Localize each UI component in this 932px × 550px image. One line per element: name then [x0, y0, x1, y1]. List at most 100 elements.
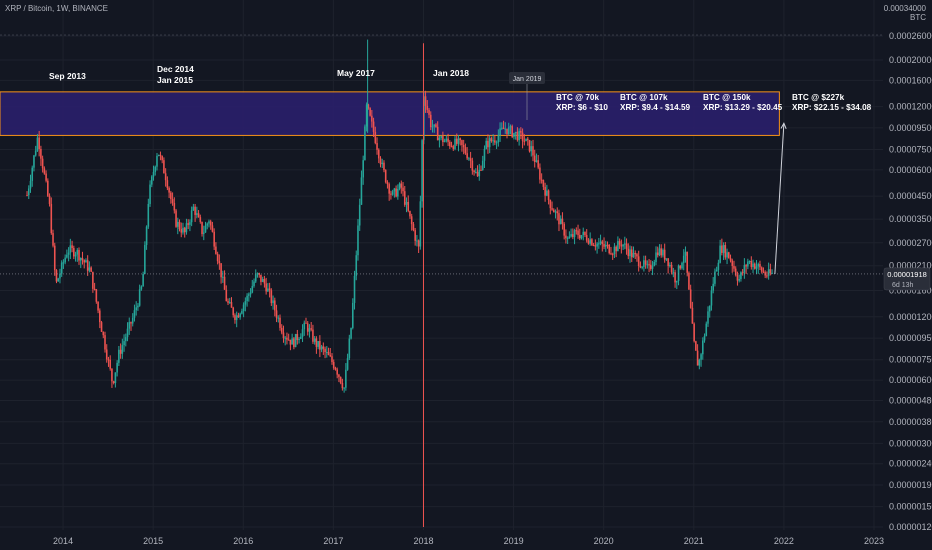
projection-arrow — [774, 122, 787, 275]
candle-body — [176, 221, 179, 227]
candle-body — [681, 262, 683, 269]
candle-body — [31, 167, 34, 181]
candle-body — [274, 300, 276, 311]
candle-body — [235, 315, 238, 321]
candle-body — [64, 257, 66, 263]
candle-body — [208, 221, 210, 224]
candle-body — [275, 310, 278, 318]
candle-body — [135, 307, 137, 311]
candle-body — [613, 246, 616, 255]
candle-body — [516, 131, 519, 141]
candle-body — [365, 104, 368, 127]
candle-body — [426, 105, 429, 110]
candle-body — [676, 281, 678, 283]
candle-body — [766, 275, 768, 277]
candle-body — [400, 183, 403, 188]
candle-body — [384, 170, 387, 183]
candle-body — [320, 346, 323, 350]
candle-body — [416, 240, 418, 242]
candle-body — [552, 209, 555, 213]
projection-arrowhead — [780, 122, 787, 129]
candle-body — [677, 265, 680, 282]
candle-body — [695, 341, 697, 351]
price-series — [26, 39, 773, 527]
candle-body — [180, 229, 183, 233]
candle-body — [48, 195, 51, 204]
candle-body — [97, 301, 99, 311]
candle-body — [438, 137, 441, 141]
candle-body — [598, 243, 600, 245]
candle-body — [351, 302, 354, 328]
candle-body — [355, 255, 358, 276]
candle-body — [343, 387, 345, 389]
candle-body — [272, 300, 274, 304]
candle-body — [492, 140, 494, 142]
candle-body — [109, 359, 112, 369]
candle-body — [332, 362, 335, 368]
candle-body — [480, 169, 482, 171]
candle-body — [237, 315, 240, 318]
candle-body — [118, 349, 120, 363]
candle-body — [173, 202, 176, 211]
candle-body — [660, 248, 663, 256]
target-btc-label: BTC @ 107k — [620, 93, 668, 102]
candle-body — [734, 268, 737, 276]
y-axis-tick-label: 0.00000240 — [889, 459, 932, 469]
candle-body — [487, 140, 489, 148]
candle-body — [313, 338, 316, 342]
y-axis-tick-label: 0.00009500 — [889, 123, 932, 133]
candle-body — [582, 231, 585, 236]
candle-body — [372, 121, 375, 132]
candle-body — [738, 279, 740, 281]
current-price-tag: 0.00001918 6d 13h — [883, 267, 931, 291]
candle-body — [131, 317, 134, 324]
candle-body — [398, 183, 401, 189]
candle-body — [164, 173, 167, 181]
candle-body — [282, 332, 285, 339]
candle-body — [651, 265, 654, 269]
candle-body — [585, 235, 588, 241]
candle-body — [189, 222, 191, 225]
candle-body — [551, 208, 553, 210]
candle-body — [286, 337, 288, 340]
candle-body — [679, 265, 682, 269]
candle-body — [403, 191, 406, 205]
candle-body — [473, 170, 475, 173]
candle-body — [440, 136, 442, 138]
symbol-title[interactable]: XRP / Bitcoin, 1W, BINANCE — [5, 4, 108, 13]
candle-body — [731, 260, 734, 266]
candle-body — [558, 213, 560, 225]
candle-body — [604, 244, 607, 247]
y-axis-tick-label: 0.00020000 — [889, 55, 932, 65]
candle-body — [130, 322, 132, 324]
candle-body — [300, 336, 302, 339]
candle-body — [629, 249, 631, 257]
candle-body — [140, 286, 143, 290]
candle-body — [381, 162, 384, 165]
candle-body — [194, 206, 196, 215]
candle-body — [341, 382, 344, 389]
candle-body — [268, 288, 271, 291]
candle-body — [618, 241, 621, 245]
candle-body — [239, 313, 241, 318]
candle-body — [462, 144, 465, 148]
candle-body — [138, 289, 141, 306]
candle-body — [301, 329, 304, 337]
candle-body — [580, 235, 583, 239]
candle-body — [170, 192, 172, 200]
candle-body — [587, 240, 590, 244]
target-xrp-label: XRP: $9.4 - $14.59 — [620, 103, 691, 112]
candle-body — [216, 253, 219, 262]
candle-body — [388, 184, 390, 194]
chart-grid — [0, 0, 883, 530]
candle-body — [62, 262, 65, 264]
candle-body — [570, 234, 572, 237]
price-tag-box — [883, 267, 931, 291]
candle-body — [523, 140, 526, 142]
x-axis[interactable]: 2014 2015 2016 2017 2018 2019 2020 2021 2022 2023 — [0, 530, 884, 550]
candle-body — [688, 272, 690, 290]
candle-body — [256, 273, 259, 275]
target-btc-label: BTC @ 150k — [703, 93, 751, 102]
price-tag-countdown: 6d 13h — [892, 282, 914, 289]
